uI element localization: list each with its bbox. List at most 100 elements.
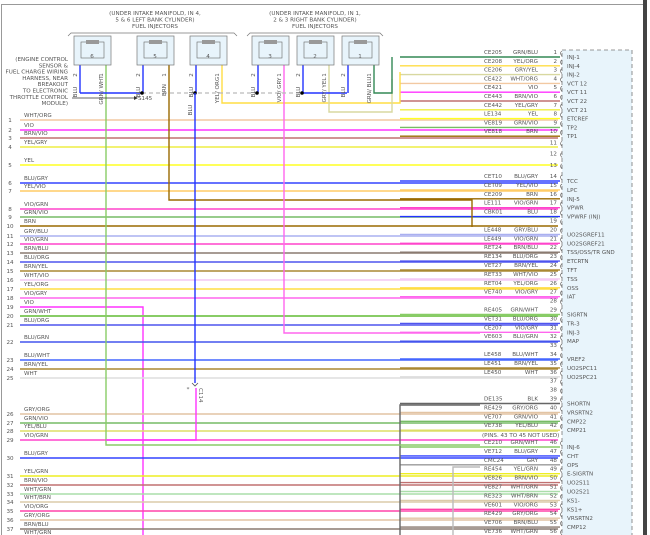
pin-function: TSS — [566, 277, 578, 283]
pin-function: CMP22 — [567, 419, 586, 425]
circuit-id: RE134 — [484, 254, 503, 260]
circuit-id: VE819 — [484, 120, 502, 126]
pin-wire-color: VIO/GRY — [515, 325, 539, 331]
injector-pin-number: 2 — [189, 73, 195, 77]
pin-terminal-icon — [560, 85, 563, 92]
left-wire-color-label: YEL/GRY — [23, 140, 48, 146]
injector-pin-number: 1 — [215, 73, 221, 77]
pin-number: 13 — [550, 163, 558, 169]
left-pin-number: 12 — [6, 242, 13, 248]
pin-wire-color: GRN/WHT — [511, 308, 539, 314]
pin-wire-color: BRN — [526, 129, 538, 135]
pin-number: 27 — [550, 290, 558, 296]
left-wire-color-label: VIO — [24, 123, 34, 129]
pin-number: 11 — [550, 140, 558, 146]
pin-number: 47 — [550, 449, 558, 455]
injector-pin-number: 1 — [99, 73, 105, 77]
left-wire-color-label: GRN/VIO — [24, 416, 49, 422]
circuit-id: RE405 — [484, 308, 503, 314]
left-pin-number: 4 — [8, 145, 12, 151]
left-pin-number: 11 — [6, 234, 14, 240]
circuit-id: VE818 — [484, 129, 502, 135]
fuel-injector-1 — [341, 35, 380, 66]
pin-terminal-icon — [560, 388, 563, 394]
pin-terminal-icon — [560, 299, 563, 305]
left-pin-number: 19 — [6, 305, 14, 311]
splice-dot — [140, 91, 144, 95]
circuit-id: VE827 — [484, 485, 502, 491]
circuit-id: LE449 — [484, 236, 502, 242]
pin-number: 36 — [550, 370, 558, 376]
pin-terminal-icon — [560, 440, 563, 447]
pin-wire-color: GRN/VIO — [514, 414, 539, 420]
injector-pin2-color: BLU — [296, 87, 302, 98]
left-wire-color-label: YEL/GRN — [23, 469, 48, 475]
wires — [20, 32, 563, 535]
right-bank-bracket — [246, 32, 384, 37]
injector-coil-icon — [86, 40, 99, 44]
circuit-id: RE454 — [484, 467, 503, 473]
left-pin-number: 28 — [6, 429, 14, 435]
left-wire-color-label: VIO/GRN — [24, 433, 48, 439]
pin-function: INJ-3 — [567, 330, 580, 336]
left-bank-note: FUEL INJECTORS — [132, 24, 178, 30]
left-pin-number: 32 — [6, 483, 13, 489]
pin-function: TSS/OSS/TR GND — [566, 250, 615, 256]
left-wire-color-label: VIO/ORG — [24, 504, 48, 510]
pin-terminal-icon — [560, 254, 563, 261]
left-wire-color-label: BRN/BLU — [24, 522, 49, 528]
left-wire-color-label: VIO/GRN — [24, 202, 48, 208]
circuit-id: LE458 — [484, 352, 502, 358]
circuit-id: VE603 — [484, 334, 502, 340]
pin-terminal-icon — [560, 103, 563, 110]
left-wire-color-label: BRN/BLU — [24, 246, 49, 252]
pin-function: OSS — [567, 286, 579, 292]
pin-terminal-icon — [560, 334, 563, 341]
circuit-id: VE826 — [484, 476, 502, 482]
pin-wire-color: WHT/BRN — [511, 493, 538, 499]
circuit-id: VET31 — [484, 316, 502, 322]
pin-terminal-icon — [560, 520, 563, 527]
left-wire-color-label: VIO/GRN — [24, 237, 48, 243]
injector-pin2-color: BLU — [73, 87, 79, 98]
blu-label: BLU — [188, 105, 194, 116]
pin-terminal-icon — [560, 458, 563, 465]
pin-number: 26 — [550, 281, 558, 287]
pin-function: VCT 11 — [567, 90, 587, 96]
pin-function: CMP12 — [567, 525, 586, 531]
circuit-id: CE207 — [484, 325, 503, 331]
pin-number: 4 — [553, 76, 557, 82]
left-pin-number: 5 — [8, 163, 12, 169]
pin-function: INJ-1 — [567, 55, 580, 61]
left-pin-number: 8 — [8, 207, 12, 213]
splice-dot — [255, 91, 259, 95]
harness-note-line: MODULE) — [42, 101, 68, 107]
left-pin-number: 34 — [6, 500, 14, 506]
injector-pin1-color: VIO/ GRY — [277, 77, 283, 102]
injector-pin2-color: BLU — [341, 87, 347, 98]
pin-number: 46 — [550, 440, 558, 446]
pin-function: TP1 — [566, 134, 578, 140]
pin-number: 3 — [553, 68, 557, 74]
pin-number: 7 — [553, 103, 557, 109]
pin-number: 15 — [550, 183, 558, 189]
pin-function: KS1+ — [567, 507, 583, 513]
pin-function: INJ-2 — [567, 73, 580, 79]
injector-number: 1 — [358, 54, 362, 60]
fuel-injector-4 — [189, 35, 228, 66]
pin-number: 8 — [553, 112, 557, 118]
pin-wire-color: YEL/GRY — [514, 103, 539, 109]
pin-terminal-icon — [560, 449, 563, 456]
circuit-id: DE135 — [484, 397, 503, 403]
pin-function: ETCRTN — [567, 259, 589, 265]
injector-coil-icon — [264, 40, 277, 44]
pin-wire-color: BLU/GRN — [513, 334, 538, 340]
injector-number: 4 — [206, 54, 210, 60]
unused-pins-note: (PINS. 43 TO 45 NOT USED) — [482, 433, 559, 439]
injector-pin-number: 2 — [341, 73, 347, 77]
pin-function: ETCREF — [567, 117, 588, 123]
pin-terminal-icon — [560, 317, 563, 323]
pin-function: UO2S11 — [567, 481, 590, 487]
pin-number: 32 — [550, 334, 557, 340]
